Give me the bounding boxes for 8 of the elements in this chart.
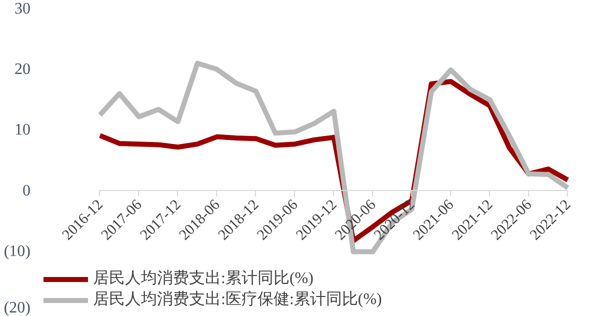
y-tick-label: (10) [4, 243, 30, 260]
y-tick-label: 20 [14, 60, 30, 78]
y-tick-label: 0 [22, 182, 30, 200]
y-tick-label: (20) [4, 300, 30, 316]
y-tick-label: 30 [14, 0, 30, 18]
legend-label: 居民人均消费支出:医疗保健:累计同比(%) [93, 290, 382, 310]
y-tick-label: 10 [14, 122, 30, 139]
legend-label: 居民人均消费支出:累计同比(%) [93, 268, 314, 289]
